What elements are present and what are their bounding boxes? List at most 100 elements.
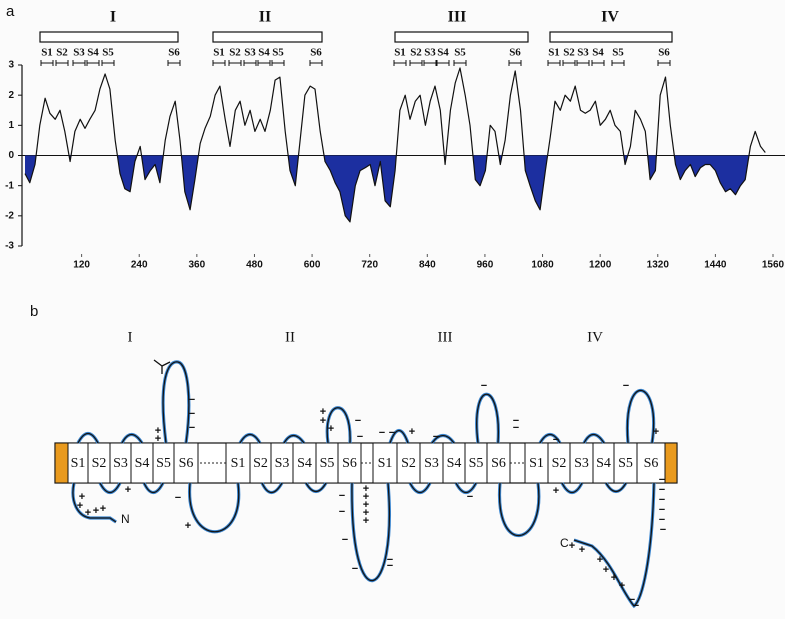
charge: − (189, 422, 195, 434)
charge: + (569, 540, 575, 552)
charge: + (579, 544, 585, 556)
segment-label: S5 (469, 456, 484, 471)
segment-label: S2 (410, 47, 422, 59)
charge: + (409, 426, 415, 438)
charge: − (342, 534, 348, 546)
domain-label: IV (601, 9, 619, 26)
x-tick-label: 1200 (589, 260, 612, 271)
segment-span (454, 60, 466, 66)
x-tick-label: 360 (189, 260, 206, 271)
charge: − (189, 394, 195, 406)
segment-label: S5 (156, 456, 171, 471)
domain-label: III (448, 9, 467, 26)
segment-span (168, 60, 180, 66)
y-tick-label: -1 (5, 180, 14, 191)
x-tick-label: 120 (73, 260, 90, 271)
segment-span (41, 60, 53, 66)
charge: − (433, 431, 439, 443)
segment-label: S1 (71, 456, 86, 471)
segment-span (437, 60, 449, 66)
charge: + (77, 500, 83, 512)
segment-span (563, 60, 575, 66)
segment-label: S4 (437, 47, 449, 59)
segment-span (258, 60, 270, 66)
charge: − (387, 560, 393, 572)
hydropathy-line (25, 68, 765, 222)
panel-label: b (30, 303, 38, 320)
charge: − (553, 434, 559, 446)
charge: − (467, 491, 473, 503)
segment-label: S4 (135, 456, 150, 471)
segment-label: S6 (310, 47, 322, 59)
charge: + (100, 503, 106, 515)
segment-span (592, 60, 604, 66)
domain-label: IV (587, 329, 603, 345)
segment-label: S1 (378, 456, 393, 471)
segment-label: S3 (73, 47, 85, 59)
charge: − (389, 427, 395, 439)
segment-label: S4 (87, 47, 99, 59)
x-tick-label: 1560 (762, 260, 785, 271)
charge: − (339, 490, 345, 502)
y-tick-label: -2 (5, 210, 14, 221)
segment-span (73, 60, 85, 66)
segment-label: S5 (272, 47, 284, 59)
segment-span (410, 60, 422, 66)
x-tick-label: 480 (246, 260, 263, 271)
segment-label: S4 (592, 47, 604, 59)
segment-label: S3 (424, 456, 439, 471)
segment-label: S3 (574, 456, 589, 471)
charge: + (553, 485, 559, 497)
segment-label: S1 (213, 47, 225, 59)
segment-label: S2 (253, 456, 268, 471)
x-tick-label: 840 (419, 260, 436, 271)
segment-span (577, 60, 589, 66)
charge: − (633, 600, 639, 612)
segment-span (612, 60, 624, 66)
c-terminus: C (560, 536, 569, 550)
segment-label: S5 (618, 456, 633, 471)
domain-box (395, 32, 528, 42)
figure: a b N C 3210-1-2-31202403604806007208409… (0, 0, 785, 614)
segment-label: S5 (454, 47, 466, 59)
charge: + (185, 520, 191, 532)
segment-span (244, 60, 256, 66)
segment-span (310, 60, 322, 66)
segment-label: S3 (577, 47, 589, 59)
x-tick-label: 1080 (531, 260, 554, 271)
segment-span (213, 60, 225, 66)
charge: − (513, 422, 519, 434)
segment-label: S3 (424, 47, 436, 59)
charge: + (155, 433, 161, 445)
domain-label: I (110, 9, 116, 26)
domain-label: III (438, 329, 453, 345)
charge: + (328, 423, 334, 435)
segment-label: S6 (509, 47, 521, 59)
charge: − (175, 492, 181, 504)
charge: − (623, 380, 629, 392)
segment-label: S5 (612, 47, 624, 59)
segment-label: S2 (229, 47, 241, 59)
segment-label: S2 (401, 456, 416, 471)
y-tick-label: 3 (8, 60, 14, 71)
charge: − (357, 431, 363, 443)
segment-span (87, 60, 99, 66)
segment-span (102, 60, 114, 66)
segment-span (56, 60, 68, 66)
segment-label: S3 (113, 456, 128, 471)
segment-label: S6 (491, 456, 506, 471)
segment-label: S5 (320, 456, 335, 471)
x-tick-label: 720 (361, 260, 378, 271)
segment-label: S1 (529, 456, 544, 471)
n-terminus: N (121, 512, 130, 526)
segment-label: S2 (563, 47, 575, 59)
segment-span (272, 60, 284, 66)
charge: − (355, 415, 361, 427)
y-tick-label: 2 (8, 90, 14, 101)
segment-label: S4 (258, 47, 270, 59)
segment-label: S2 (56, 47, 68, 59)
x-tick-label: 1320 (647, 260, 670, 271)
charge: − (352, 563, 358, 575)
segment-label: S6 (168, 47, 180, 59)
charge: + (125, 484, 131, 496)
